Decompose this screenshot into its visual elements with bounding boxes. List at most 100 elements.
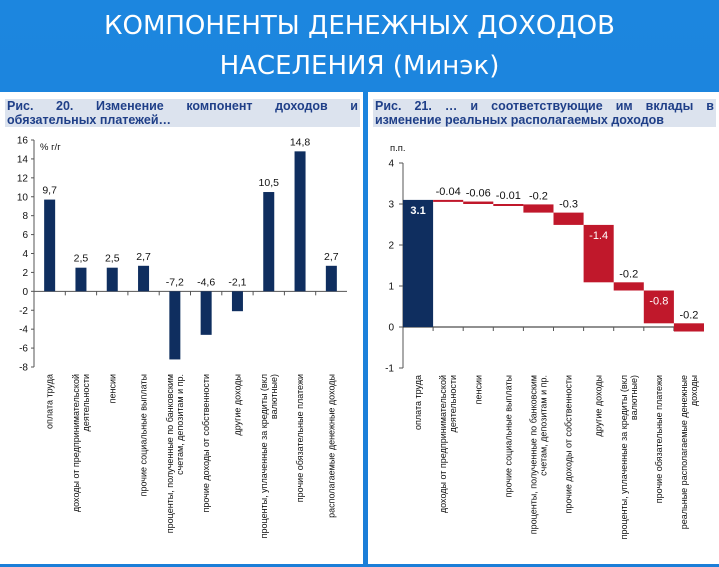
category-label-line: проценты, уплаченные за кредиты (вкл bbox=[259, 374, 269, 538]
category-label-line: доходы от предпринимательской bbox=[438, 375, 448, 513]
bar-value-label: -4,6 bbox=[197, 276, 215, 288]
category-label-line: прочие доходы от собственности bbox=[201, 374, 211, 513]
category-label: оплата труда bbox=[413, 375, 423, 430]
category-label: располагаемые денежные доходы bbox=[326, 374, 336, 518]
waterfall-step-bar bbox=[523, 204, 554, 213]
bar-value-label: -0.06 bbox=[466, 188, 491, 200]
y-tick-label: 3 bbox=[388, 200, 394, 211]
category-label: доходы от предпринимательской деятельност… bbox=[71, 374, 91, 512]
bar-value-label: 2,5 bbox=[74, 253, 89, 265]
bar bbox=[169, 291, 181, 360]
category-label: другие доходы bbox=[594, 375, 604, 437]
y-tick-label: -1 bbox=[385, 364, 394, 375]
chart-panel-right: Рис. 21. … и соответствующие им вклады в… bbox=[368, 92, 719, 564]
category-label-line: проценты, уплаченные за кредиты (вкл bbox=[619, 375, 629, 539]
bar-value-label: -0.2 bbox=[529, 190, 548, 202]
bar-value-label: -1.4 bbox=[589, 230, 608, 242]
y-tick-label: 0 bbox=[22, 287, 28, 298]
caption-left-line-1: Рис. 20. Изменение компонент доходов и bbox=[7, 99, 358, 113]
waterfall-step-bar bbox=[613, 282, 644, 291]
bar bbox=[200, 291, 212, 335]
category-label-line: другие доходы bbox=[594, 375, 604, 437]
chart-caption-left: Рис. 20. Изменение компонент доходов и о… bbox=[5, 99, 360, 127]
category-label-line: реальные располагаемые денежные bbox=[679, 375, 689, 529]
category-label: другие доходы bbox=[232, 374, 242, 436]
waterfall-step-bar bbox=[583, 224, 614, 283]
category-label: пенсии bbox=[107, 374, 117, 403]
bar bbox=[231, 291, 243, 312]
bar bbox=[294, 151, 306, 292]
y-tick-label: 2 bbox=[388, 241, 394, 252]
category-label-line: располагаемые денежные доходы bbox=[326, 374, 336, 518]
bar-chart-left: -8 -6 -4 -2 0 2 4 6 8 10 12 14 16 % г/г 9,7 оплата труд… bbox=[17, 136, 347, 538]
category-label: оплата труда bbox=[45, 374, 55, 429]
y-tick-label: 14 bbox=[17, 154, 29, 165]
bar bbox=[138, 265, 150, 292]
chart-panel-left: Рис. 20. Изменение компонент доходов и о… bbox=[0, 92, 363, 564]
bar-value-label: 2,7 bbox=[324, 251, 339, 263]
y-tick-label: 1 bbox=[388, 282, 394, 293]
y-tick-label: 6 bbox=[22, 230, 28, 241]
category-label: доходы от предпринимательской деятельност… bbox=[438, 375, 458, 513]
y-tick-label: 12 bbox=[17, 173, 29, 184]
category-label-line: деятельности bbox=[81, 374, 91, 431]
slide-title-line-2: НАСЕЛЕНИЯ (Минэк) bbox=[219, 51, 500, 81]
category-label-line: проценты, полученные по банковским bbox=[528, 375, 538, 534]
y-tick-label: -4 bbox=[19, 325, 28, 336]
waterfall-step-bar bbox=[433, 199, 464, 202]
waterfall-step-bar bbox=[673, 323, 704, 332]
category-label-line: пенсии bbox=[107, 374, 117, 403]
waterfall-chart-right: -1 0 1 2 3 4 п.п. 3.1 оплата труда -0.04 доходы от… bbox=[385, 143, 704, 539]
bar-value-label: -0.3 bbox=[559, 199, 578, 211]
y-tick-label: -8 bbox=[19, 363, 28, 374]
category-label: реальные располагаемые денежные доходы bbox=[679, 375, 699, 529]
waterfall-start-bar bbox=[403, 199, 434, 327]
category-label: проценты, полученные по банковским счетам… bbox=[528, 375, 548, 534]
category-label: проценты, полученные по банковским счетам… bbox=[165, 374, 185, 533]
y-tick-label: 16 bbox=[17, 136, 29, 147]
category-label-line: счетам, депозитам и пр. bbox=[175, 374, 185, 475]
category-label-line: доходы от предпринимательской bbox=[71, 374, 81, 512]
y-axis-unit-label: п.п. bbox=[390, 143, 406, 154]
category-label-line: прочие доходы от собственности bbox=[564, 375, 574, 514]
category-label-line: доходы bbox=[689, 375, 699, 406]
category-label-line: валютные) bbox=[629, 375, 639, 420]
y-tick-label: 10 bbox=[17, 192, 29, 203]
bar bbox=[325, 265, 337, 292]
bar-value-label: -0.2 bbox=[619, 268, 638, 280]
bar-value-label: -7,2 bbox=[166, 276, 184, 288]
category-label-line: проценты, полученные по банковским bbox=[165, 374, 175, 533]
category-label-line: прочие социальные выплаты bbox=[503, 375, 513, 497]
waterfall-step-bar bbox=[463, 201, 494, 204]
bar bbox=[263, 192, 275, 292]
y-tick-label: 0 bbox=[388, 323, 394, 334]
caption-right-line-2: изменение реальных располагаемых доходов bbox=[375, 113, 664, 127]
category-label: проценты, уплаченные за кредиты (вкл валю… bbox=[619, 375, 639, 539]
bar-value-label: 2,7 bbox=[136, 251, 151, 263]
category-label: прочие обязательные платежи bbox=[654, 375, 664, 503]
category-label-line: оплата труда bbox=[413, 375, 423, 430]
bar-value-label: -0.01 bbox=[496, 190, 521, 202]
slide-title-line-1: КОМПОНЕНТЫ ДЕНЕЖНЫХ ДОХОДОВ bbox=[104, 11, 615, 41]
y-tick-label: -2 bbox=[19, 306, 28, 317]
bar-value-label: 2,5 bbox=[105, 253, 120, 265]
y-tick-label: 4 bbox=[388, 159, 394, 170]
bar bbox=[106, 267, 118, 292]
slide-title: КОМПОНЕНТЫ ДЕНЕЖНЫХ ДОХОДОВ НАСЕЛЕНИЯ (М… bbox=[0, 0, 719, 92]
caption-right-line-1: Рис. 21. … и соответствующие им вклады в bbox=[375, 99, 714, 113]
category-label: прочие доходы от собственности bbox=[564, 375, 574, 514]
y-tick-label: 8 bbox=[22, 211, 28, 222]
category-label-line: пенсии bbox=[473, 375, 483, 404]
category-label: прочие доходы от собственности bbox=[201, 374, 211, 513]
waterfall-step-bar bbox=[643, 290, 674, 324]
bar bbox=[75, 267, 87, 292]
category-label: проценты, уплаченные за кредиты (вкл валю… bbox=[259, 374, 279, 538]
category-label-line: деятельности bbox=[448, 375, 458, 432]
category-label: прочие обязательные платежи bbox=[295, 374, 305, 502]
category-label-line: прочие социальные выплаты bbox=[139, 374, 149, 496]
waterfall-step-bar bbox=[493, 204, 524, 206]
bar-value-label: 3.1 bbox=[410, 205, 425, 217]
bar-value-label: -0.8 bbox=[649, 296, 668, 308]
category-label: пенсии bbox=[473, 375, 483, 404]
waterfall-step-bar bbox=[553, 212, 584, 225]
